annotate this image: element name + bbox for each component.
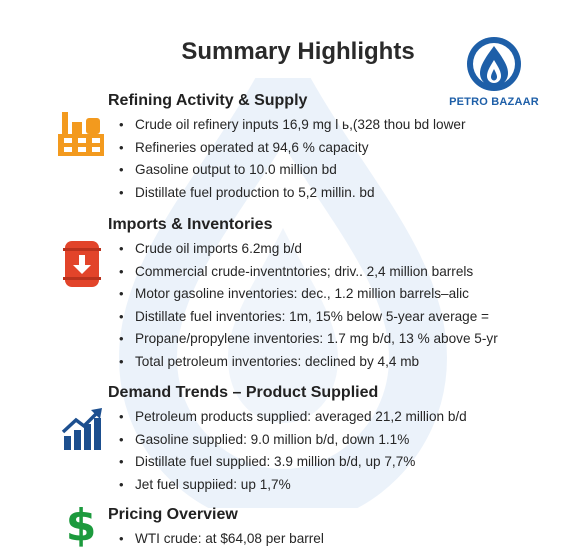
- section-title: Demand Trends – Product Supplied: [108, 384, 379, 401]
- list-item: • Motor gasoline inventories: dec., 1.2 m…: [119, 286, 469, 301]
- list-item: • Petroleum products supplied: averaged 2…: [119, 409, 467, 424]
- list-item: • Propane/propylene inventories: 1.7 mg b…: [119, 331, 498, 346]
- list-item: • Commercial crude-inventntories; driv.. …: [119, 263, 474, 279]
- bullet-list: • Petroleum products supplied: averaged 2…: [117, 406, 467, 496]
- section-title: Refining Activity & Supply: [108, 92, 308, 109]
- petro-bazaar-logo: PETRO BAZAAR: [438, 36, 550, 110]
- flame-drop-icon: [467, 37, 521, 91]
- list-item: • Crude oil imports 6.2mg b/d: [119, 241, 302, 256]
- logo-text: PETRO BAZAAR: [449, 96, 539, 108]
- list-item: • Jet fuel suppiied: up 1,7%: [119, 476, 291, 492]
- list-item: • Crude oil refinery inputs 16,9 mg l ь,(…: [119, 117, 466, 132]
- page-title: Summary Highlights: [181, 38, 415, 65]
- oil-barrel-icon: [63, 241, 101, 287]
- list-item: • WTI crude: at $64,08 per barrel: [119, 531, 324, 546]
- bar-chart-up-icon: [61, 408, 102, 450]
- refinery-icon: [58, 112, 104, 156]
- dollar-sign-icon: $: [66, 500, 97, 548]
- list-item: • Distillate fuel supplied: 3.9 million b…: [119, 454, 416, 469]
- list-item: • Distillate fuel inventories: 1m, 15% be…: [119, 308, 489, 324]
- section-title: Imports & Inventories: [108, 216, 273, 233]
- svg-text:$: $: [66, 500, 97, 548]
- section-title: Pricing Overview: [108, 506, 238, 523]
- list-item: • Refineries operated at 94,6 % capacity: [119, 139, 369, 155]
- list-item: • Distillate fuel production to 5,2 milli…: [119, 184, 375, 200]
- bullet-list: • Crude oil imports 6.2mg b/d • Commercial…: [117, 238, 498, 373]
- bullet-list: • Crude oil refinery inputs 16,9 mg l ь,(…: [117, 114, 466, 204]
- list-item: • Gasoline supplied: 9.0 million b/d, dow…: [119, 431, 410, 447]
- bullet-list: • WTI crude: at $64,08 per barrel: [117, 528, 324, 551]
- list-item: • Total petroleum inventories: declined b…: [119, 353, 420, 369]
- list-item: • Gasoline output to 10.0 million bd: [119, 162, 337, 177]
